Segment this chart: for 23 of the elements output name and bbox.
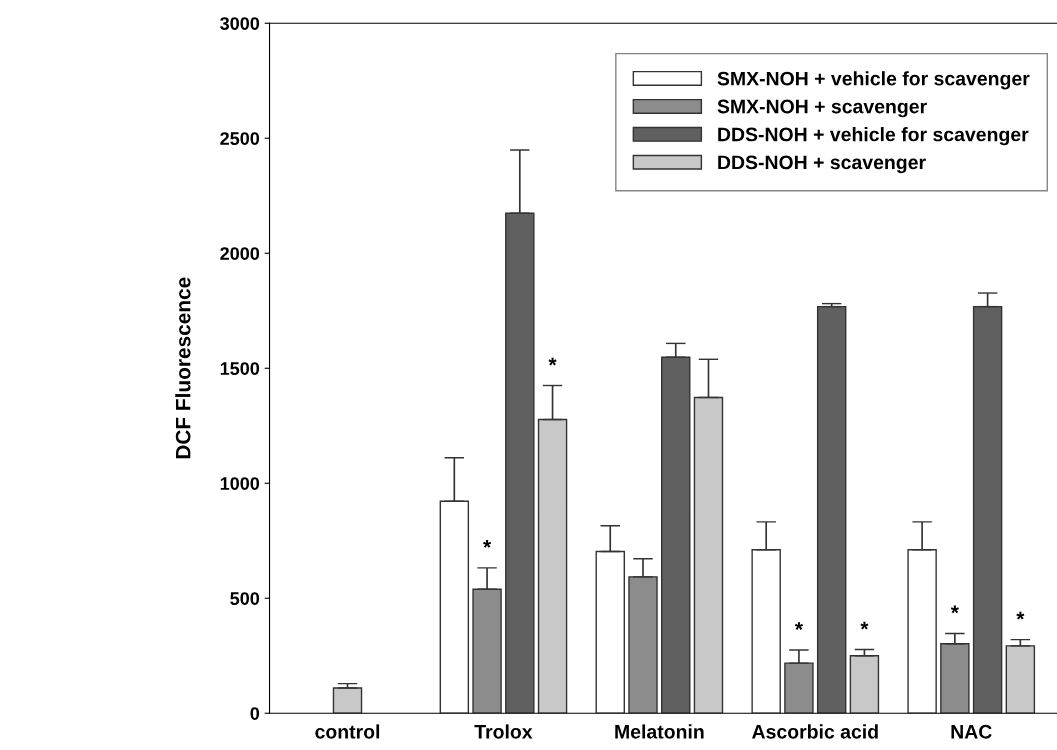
- data-label: *: [1016, 611, 1025, 620]
- y-tick-label: 0: [250, 707, 260, 720]
- y-tick-label: 2500: [220, 132, 260, 145]
- x-tick-label: Ascorbic acid: [752, 724, 878, 739]
- data-label: *: [794, 622, 803, 630]
- data-label: *: [860, 621, 869, 630]
- data-label: *: [950, 605, 959, 614]
- y-tick-label: 2000: [220, 247, 260, 260]
- y-tick-label: 500: [230, 592, 260, 605]
- x-tick-label: Melatonin: [615, 724, 704, 739]
- y-tick-label: 3000: [220, 17, 260, 30]
- legend-label: DDS-NOH + scavenger: [718, 155, 926, 174]
- legend-label: DDS-NOH + vehicle for scavenger: [718, 127, 1029, 146]
- data-label: *: [483, 540, 492, 548]
- legend-label: SMX-NOH + vehicle for scavenger: [717, 71, 1030, 90]
- x-tick-label: NAC: [951, 724, 992, 739]
- y-tick-label: 1000: [220, 477, 260, 490]
- y-tick-label: 1500: [220, 362, 260, 375]
- data-label: *: [548, 357, 557, 366]
- x-tick-label: control: [315, 724, 380, 739]
- legend-label: SMX-NOH + scavenger: [717, 99, 927, 118]
- y-axis-title: DCF Fluorescence: [175, 277, 191, 459]
- x-tick-label: Trolox: [474, 724, 533, 739]
